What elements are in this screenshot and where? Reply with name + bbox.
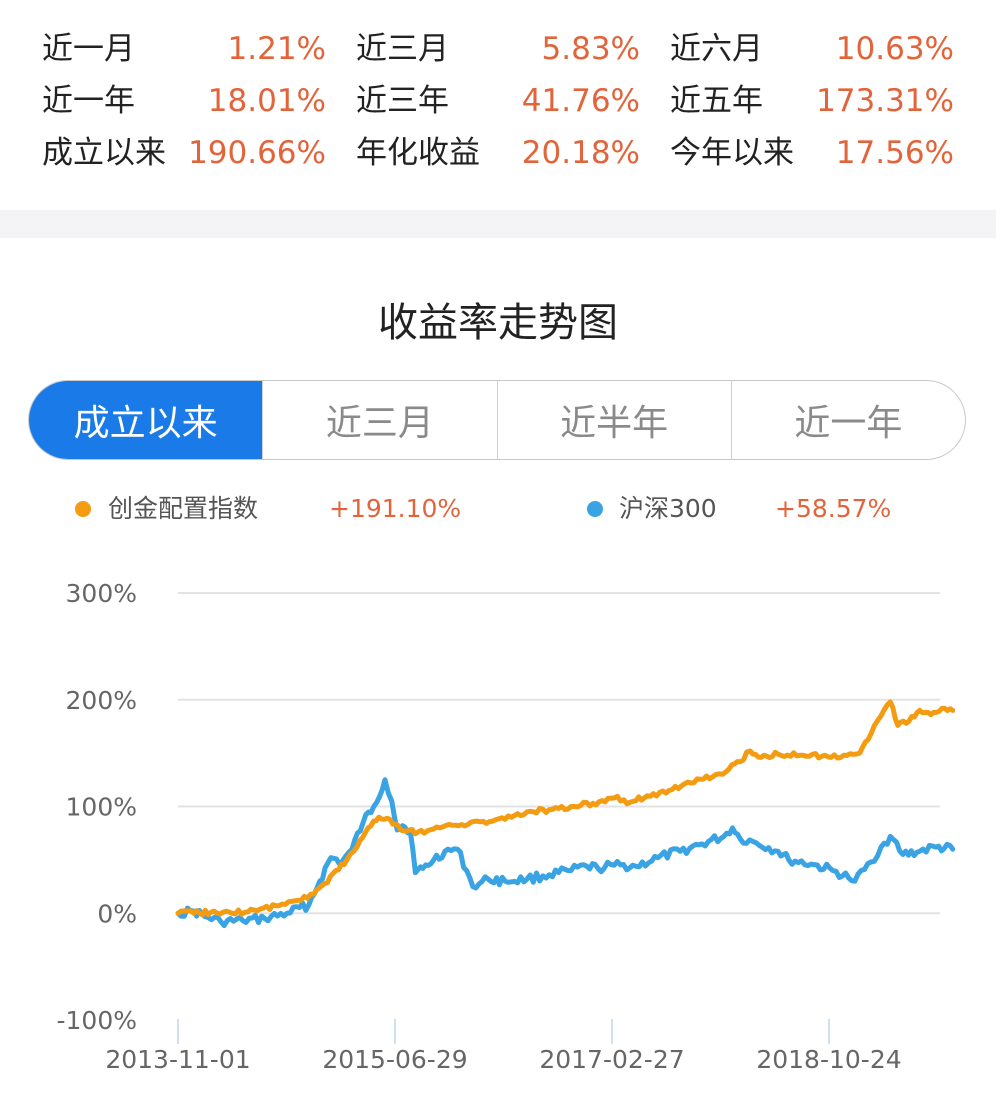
period-tabs: 成立以来 近三月 近半年 近一年 <box>28 380 966 460</box>
tab-since-inception[interactable]: 成立以来 <box>29 381 263 459</box>
stat-label: 近三年 <box>356 83 449 119</box>
stats-row: 近一年 18.01% 近三年 41.76% 近五年 173.31% <box>0 75 996 127</box>
stat-value: 17.56% <box>835 135 954 171</box>
tab-one-year[interactable]: 近一年 <box>730 381 965 459</box>
legend-series-name: 沪深300 <box>619 494 717 523</box>
series-line <box>175 699 956 918</box>
section-divider <box>0 210 996 238</box>
stat-value: 18.01% <box>207 83 326 119</box>
y-tick-label: 0% <box>97 899 137 928</box>
x-tick-label: 2013-11-01 <box>105 1045 250 1074</box>
stat-value: 173.31% <box>816 83 954 119</box>
y-axis-labels: 300% 200% 100% 0% -100% <box>57 579 138 1035</box>
tab-half-year[interactable]: 近半年 <box>496 381 731 459</box>
stats-row: 成立以来 190.66% 年化收益 20.18% 今年以来 17.56% <box>0 127 996 179</box>
stat-value: 41.76% <box>521 83 640 119</box>
chart-legend: 创金配置指数 +191.10% 沪深300 +58.57% <box>0 488 996 530</box>
tab-three-months[interactable]: 近三月 <box>262 381 496 459</box>
stat-label: 近一月 <box>42 31 135 67</box>
stat-label: 近六月 <box>670 31 763 67</box>
return-stats-panel: 近一月 1.21% 近三月 5.83% 近六月 10.63% 近一年 18.01… <box>0 0 996 210</box>
stat-label: 近一年 <box>42 83 135 119</box>
stat-value: 20.18% <box>521 135 640 171</box>
stat-label: 近五年 <box>670 83 763 119</box>
return-line-chart: 300% 200% 100% 0% -100% 2013-11-01 2015-06-29… <box>57 579 956 1074</box>
stat-label: 年化收益 <box>356 135 480 171</box>
stat-value: 5.83% <box>541 31 640 67</box>
y-tick-label: -100% <box>57 1006 138 1035</box>
y-tick-label: 100% <box>66 793 137 822</box>
legend-dot-orange <box>75 501 91 517</box>
y-tick-label: 200% <box>66 686 137 715</box>
stat-label: 今年以来 <box>670 135 794 171</box>
stats-row: 近一月 1.21% 近三月 5.83% 近六月 10.63% <box>0 23 996 75</box>
stat-label: 成立以来 <box>42 135 166 171</box>
legend-series-value: +191.10% <box>329 494 462 523</box>
series-line <box>175 777 956 929</box>
x-tick-label: 2017-02-27 <box>539 1045 684 1074</box>
legend-dot-blue <box>587 501 603 517</box>
legend-series-name: 创金配置指数 <box>108 494 259 523</box>
chart-title: 收益率走势图 <box>378 300 618 346</box>
legend-series-value: +58.57% <box>775 494 892 523</box>
series-layer <box>175 699 956 929</box>
stat-value: 190.66% <box>188 135 326 171</box>
y-tick-label: 300% <box>66 579 137 608</box>
stat-value: 10.63% <box>835 31 954 67</box>
stat-label: 近三月 <box>356 31 449 67</box>
x-tick-label: 2015-06-29 <box>322 1045 467 1074</box>
x-tick-label: 2018-10-24 <box>756 1045 901 1074</box>
x-axis-labels: 2013-11-01 2015-06-29 2017-02-27 2018-10-24 <box>105 1019 902 1074</box>
stat-value: 1.21% <box>227 31 326 67</box>
